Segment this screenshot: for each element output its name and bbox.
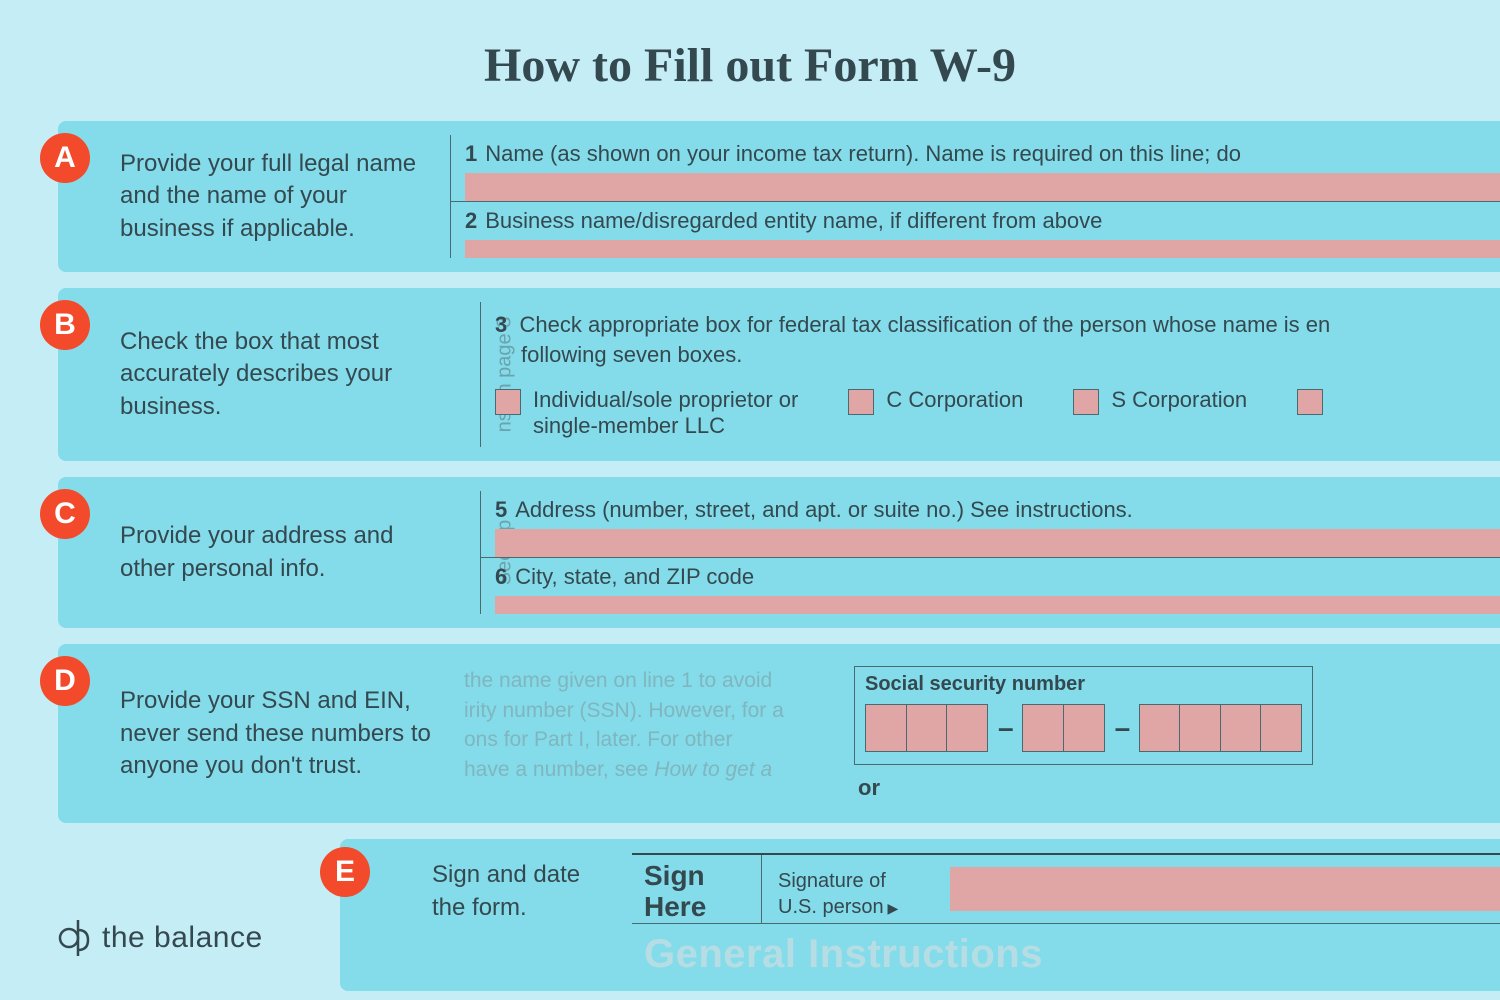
checkbox-cutoff xyxy=(1297,387,1323,439)
line6-input-highlight xyxy=(495,596,1500,614)
line5-input-highlight xyxy=(495,529,1500,557)
ssn-section: Social security number – – or xyxy=(854,666,1313,801)
signature-highlight xyxy=(950,867,1500,911)
brand-logo: the balance xyxy=(58,918,263,958)
brand-text: the balance xyxy=(102,921,263,955)
sign-area: Sign Here Signature of U.S. person xyxy=(632,853,1500,923)
checkbox-individual: Individual/sole proprietor orsingle-memb… xyxy=(495,387,798,439)
line1-num: 1 xyxy=(465,141,477,166)
step-d-desc: Provide your SSN and EIN, never send the… xyxy=(120,658,450,809)
line6-text: City, state, and ZIP code xyxy=(515,564,754,589)
checkbox-icon xyxy=(848,389,874,415)
ssn-or: or xyxy=(858,775,1313,801)
balance-icon xyxy=(58,918,92,958)
line2-text: Business name/disregarded entity name, i… xyxy=(485,208,1102,233)
sign-here-label: Sign Here xyxy=(632,855,762,923)
step-a: A Provide your full legal name and the n… xyxy=(0,121,1500,272)
step-e: E Sign and date the form. Sign Here Sign… xyxy=(320,839,1500,991)
step-a-form: 1 Name (as shown on your income tax retur… xyxy=(450,135,1500,258)
checkbox-icon xyxy=(1073,389,1099,415)
signature-of-label: Signature of U.S. person xyxy=(762,855,942,923)
step-e-desc: Sign and date the form. xyxy=(432,853,632,977)
checkbox-c-corp: C Corporation xyxy=(848,387,1023,439)
ssn-cells: – – xyxy=(865,704,1302,752)
line2-input-highlight xyxy=(465,240,1500,258)
step-a-badge: A xyxy=(40,133,90,183)
page-title: How to Fill out Form W-9 xyxy=(0,0,1500,121)
step-b: B Check the box that most accurately des… xyxy=(0,288,1500,461)
step-b-badge: B xyxy=(40,300,90,350)
line5-num: 5 xyxy=(495,497,507,522)
line6-num: 6 xyxy=(495,564,507,589)
line3-text-b: following seven boxes. xyxy=(495,340,1500,370)
checkbox-icon xyxy=(495,389,521,415)
line5-text: Address (number, street, and apt. or sui… xyxy=(515,497,1133,522)
step-a-desc: Provide your full legal name and the nam… xyxy=(120,135,450,258)
checkbox-icon xyxy=(1297,389,1323,415)
general-instructions-ghost: General Instructions xyxy=(632,923,1500,977)
step-d: D Provide your SSN and EIN, never send t… xyxy=(0,644,1500,823)
step-c-desc: Provide your address and other personal … xyxy=(120,491,450,614)
checkbox-s-corp: S Corporation xyxy=(1073,387,1247,439)
line1-text: Name (as shown on your income tax return… xyxy=(485,141,1241,166)
steps-container: A Provide your full legal name and the n… xyxy=(0,121,1500,991)
step-b-desc: Check the box that most accurately descr… xyxy=(120,302,450,447)
line3-text-a: Check appropriate box for federal tax cl… xyxy=(519,312,1330,337)
line1-input-highlight xyxy=(465,173,1500,201)
line2-num: 2 xyxy=(465,208,477,233)
step-d-faded-text: the name given on line 1 to avoid irity … xyxy=(464,666,824,784)
line3-num: 3 xyxy=(495,312,507,337)
step-c: C Provide your address and other persona… xyxy=(0,477,1500,628)
ssn-label: Social security number xyxy=(865,673,1302,696)
